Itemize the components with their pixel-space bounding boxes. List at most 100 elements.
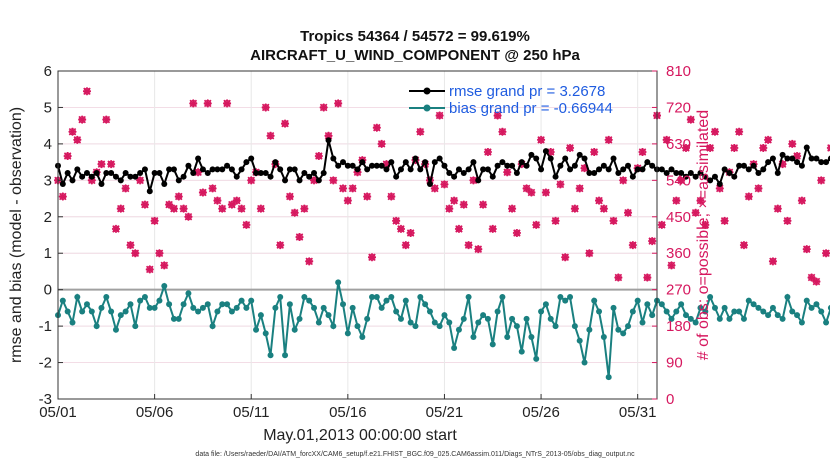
rmse-point [711,173,718,180]
rmse-point [383,166,390,173]
bias-point [74,293,81,300]
obs-assimilated-marker [802,245,811,254]
rmse-point [509,162,516,169]
rmse-point [446,170,453,177]
obs-assimilated-marker [773,204,782,213]
series-layer [54,87,830,381]
rmse-point [823,159,830,166]
y-tick-label: 3 [44,172,52,189]
bias-point [233,304,240,311]
obs-assimilated-marker [628,241,637,250]
rmse-point [827,155,830,162]
bias-point [576,337,583,344]
bias-point [697,304,704,311]
obs-assimilated-marker [643,273,652,282]
bias-point [344,330,351,337]
obs-assimilated-marker [232,196,241,205]
rmse-point [494,162,501,169]
rmse-point [489,173,496,180]
rmse-point [745,166,752,173]
bias-point [282,352,289,359]
obs-assimilated-marker [488,224,497,233]
rmse-point [484,166,491,173]
bias-point [591,297,598,304]
legend-rmse-label: rmse grand pr = 3.2678 [449,83,605,100]
bias-point [620,330,627,337]
obs-assimilated-marker [604,135,613,144]
rmse-point [581,155,588,162]
obs-assimilated-marker [223,99,232,108]
rmse-point [658,166,665,173]
y-tick-label: 1 [44,245,52,262]
x-tick-label: 05/06 [136,404,174,421]
rmse-point [596,166,603,173]
obs-assimilated-marker [82,87,91,96]
bias-point [687,315,694,322]
rmse-point [180,173,187,180]
rmse-point [552,173,559,180]
bias-point [349,304,356,311]
rmse-point [779,151,786,158]
obs-assimilated-marker [561,253,570,262]
bias-point [823,319,830,326]
obs-assimilated-marker [672,196,681,205]
x-tick-label: 05/21 [426,404,464,421]
obs-assimilated-marker [314,152,323,161]
obs-assimilated-marker [580,164,589,173]
rmse-point [629,173,636,180]
obs-assimilated-marker [570,204,579,213]
bias-point [262,330,269,337]
obs-assimilated-marker [430,184,439,193]
obs-assimilated-marker [696,196,705,205]
data-file-footer: data file: /Users/raeder/DAI/ATM_forcXX/… [195,451,635,458]
rmse-point [523,162,530,169]
obs-assimilated-marker [720,216,729,225]
rmse-point [818,159,825,166]
bias-point [803,297,810,304]
rmse-point [291,166,298,173]
rmse-point [470,159,477,166]
bias-point [199,304,206,311]
rmse-point [798,162,805,169]
obs-assimilated-marker [445,204,454,213]
bias-point [794,312,801,319]
rmse-point [412,155,419,162]
obs-assimilated-marker [527,188,536,197]
rmse-point [238,166,245,173]
rmse-point [190,170,197,177]
obs-assimilated-marker [715,184,724,193]
obs-assimilated-marker [401,241,410,250]
obs-assimilated-marker [305,257,314,266]
x-tick-label: 05/16 [329,404,367,421]
plot-frame [57,70,658,400]
bias-point [629,308,636,315]
rmse-point [716,180,723,187]
rmse-point [402,159,409,166]
obs-assimilated-marker [609,216,618,225]
obs-assimilated-marker [169,204,178,213]
bias-point [745,297,752,304]
obs-assimilated-marker [754,184,763,193]
bias-point [765,312,772,319]
rmse-point [296,177,303,184]
rmse-point [122,170,129,177]
obs-assimilated-marker [63,152,72,161]
rmse-point [185,162,192,169]
rmse-point [74,166,81,173]
x-tick-label: 05/01 [39,404,77,421]
obs-assimilated-marker [174,192,183,201]
bias-point [195,308,202,315]
bias-point [320,304,327,311]
rmse-point [687,170,694,177]
obs-assimilated-marker [184,212,193,221]
bias-point [243,304,250,311]
rmse-point [311,170,318,177]
rmse-point [262,170,269,177]
bias-point [330,323,337,330]
bias-point [538,308,545,315]
obs-assimilated-marker [155,249,164,258]
grid-lines [57,70,657,400]
y2-tick-label: 180 [666,318,691,335]
rmse-point [639,166,646,173]
